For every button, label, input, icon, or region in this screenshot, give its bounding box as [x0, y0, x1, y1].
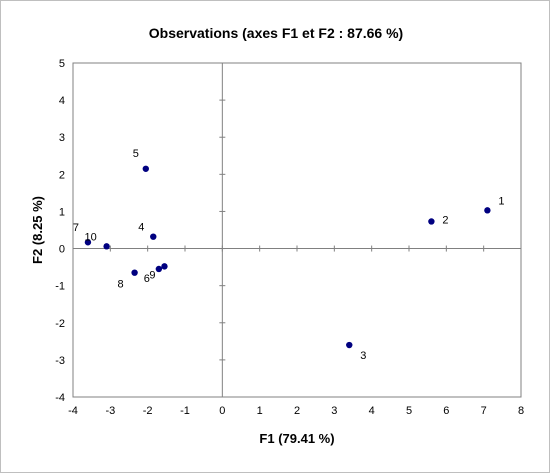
point-label: 2 — [442, 214, 448, 226]
point-label: 1 — [498, 195, 504, 207]
point-label: 8 — [118, 279, 124, 291]
y-tick-label: 1 — [59, 206, 65, 218]
y-tick-label: 3 — [59, 132, 65, 144]
x-tick-label: -1 — [180, 405, 190, 417]
x-tick-label: 4 — [369, 405, 375, 417]
point-label: 5 — [133, 148, 139, 160]
y-tick-label: 2 — [59, 169, 65, 181]
data-point — [84, 239, 92, 246]
y-axis-title: F2 (8.25 %) — [30, 196, 45, 264]
x-axis-title: F1 (79.41 %) — [259, 431, 334, 446]
data-point — [142, 165, 149, 172]
y-tick-label: -1 — [55, 281, 65, 293]
data-point — [103, 243, 110, 250]
x-tick-label: 0 — [219, 405, 225, 417]
data-point — [131, 269, 138, 276]
data-point — [346, 341, 353, 349]
point-label: 9 — [149, 269, 155, 281]
data-point — [161, 263, 168, 270]
y-tick-label: -2 — [55, 318, 65, 330]
data-point — [428, 218, 435, 225]
point-label: 4 — [138, 222, 144, 234]
x-tick-label: -4 — [68, 405, 78, 417]
x-tick-label: 2 — [294, 405, 300, 417]
y-tick-label: 5 — [59, 58, 65, 70]
x-tick-label: 5 — [406, 405, 412, 417]
point-label: 7 — [73, 222, 79, 234]
point-label: 10 — [84, 231, 96, 243]
data-point — [484, 207, 491, 214]
y-tick-label: -3 — [55, 355, 65, 367]
point-label: 6 — [144, 273, 150, 285]
x-tick-label: 7 — [481, 405, 487, 417]
point-label: 3 — [360, 350, 366, 362]
data-point — [155, 265, 163, 273]
data-point — [150, 233, 157, 240]
x-tick-label: 1 — [257, 405, 263, 417]
x-tick-label: 3 — [331, 405, 337, 417]
y-tick-label: -4 — [55, 392, 65, 404]
x-tick-label: -2 — [143, 405, 153, 417]
x-tick-label: -3 — [105, 405, 115, 417]
x-tick-label: 6 — [443, 405, 449, 417]
x-tick-label: 8 — [518, 405, 524, 417]
chart-title: Observations (axes F1 et F2 : 87.66 %) — [149, 25, 403, 41]
plot-area — [72, 62, 522, 398]
y-tick-label: 4 — [59, 95, 65, 107]
y-tick-label: 0 — [59, 244, 65, 256]
